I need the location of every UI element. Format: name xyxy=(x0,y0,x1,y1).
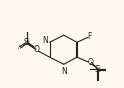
Text: O: O xyxy=(88,58,93,67)
Text: Si: Si xyxy=(94,65,101,74)
Text: N: N xyxy=(61,67,67,76)
Text: N: N xyxy=(43,36,48,45)
Text: /: / xyxy=(18,45,20,50)
Text: O: O xyxy=(34,45,40,54)
Text: F: F xyxy=(88,32,92,41)
Text: Si: Si xyxy=(23,38,30,47)
